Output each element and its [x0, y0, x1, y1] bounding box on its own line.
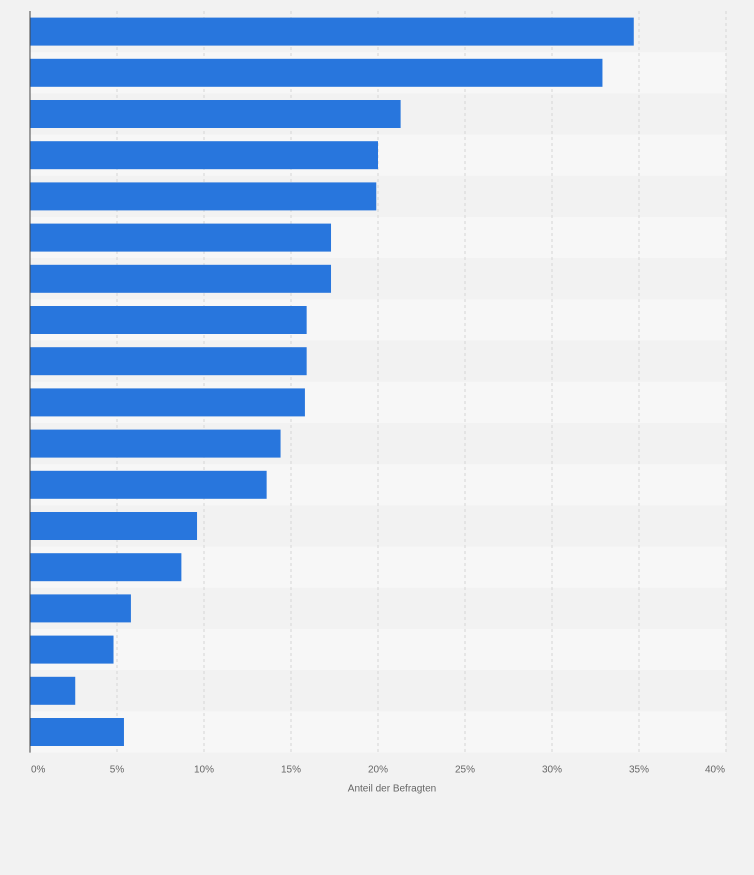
x-tick-label: 20% — [368, 765, 388, 776]
x-tick-label: 40% — [705, 765, 725, 776]
x-tick-label: 5% — [110, 765, 125, 776]
bar[interactable] — [30, 58, 603, 87]
x-tick-label: 10% — [194, 765, 214, 776]
bar[interactable] — [30, 388, 305, 417]
bar[interactable] — [30, 17, 634, 46]
bar[interactable] — [30, 718, 124, 746]
bar[interactable] — [30, 512, 198, 540]
bar[interactable] — [30, 306, 307, 334]
bar[interactable] — [30, 223, 332, 252]
bar[interactable] — [30, 182, 377, 211]
x-tick-label: 25% — [455, 765, 475, 776]
x-tick-label: 30% — [542, 765, 562, 776]
bar[interactable] — [30, 635, 114, 664]
bar[interactable] — [30, 347, 307, 376]
x-tick-label: 0% — [31, 765, 46, 776]
x-axis-label: Anteil der Befragten — [348, 784, 436, 795]
bar[interactable] — [30, 470, 267, 499]
bar[interactable] — [30, 141, 378, 170]
bars — [30, 17, 634, 746]
bar[interactable] — [30, 676, 76, 705]
bar[interactable] — [30, 594, 131, 623]
x-tick-label: 35% — [629, 765, 649, 776]
bar[interactable] — [30, 553, 182, 582]
x-axis-ticks: 0% 5% 10% 15% 20% 25% 30% 35% 40% — [31, 765, 725, 776]
x-tick-label: 15% — [281, 765, 301, 776]
bar[interactable] — [30, 100, 401, 128]
gridlines — [116, 11, 727, 753]
bar[interactable] — [30, 429, 281, 458]
bar[interactable] — [30, 264, 332, 293]
